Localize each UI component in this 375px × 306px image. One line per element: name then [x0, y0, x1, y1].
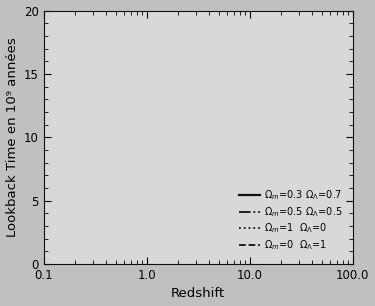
Legend: $\Omega_m$=0.3 $\Omega_\Lambda$=0.7, $\Omega_m$=0.5 $\Omega_\Lambda$=0.5, $\Omeg: $\Omega_m$=0.3 $\Omega_\Lambda$=0.7, $\O… — [237, 186, 345, 254]
X-axis label: Redshift: Redshift — [171, 287, 225, 300]
Y-axis label: Lookback Time en 10⁹ années: Lookback Time en 10⁹ années — [6, 37, 18, 237]
